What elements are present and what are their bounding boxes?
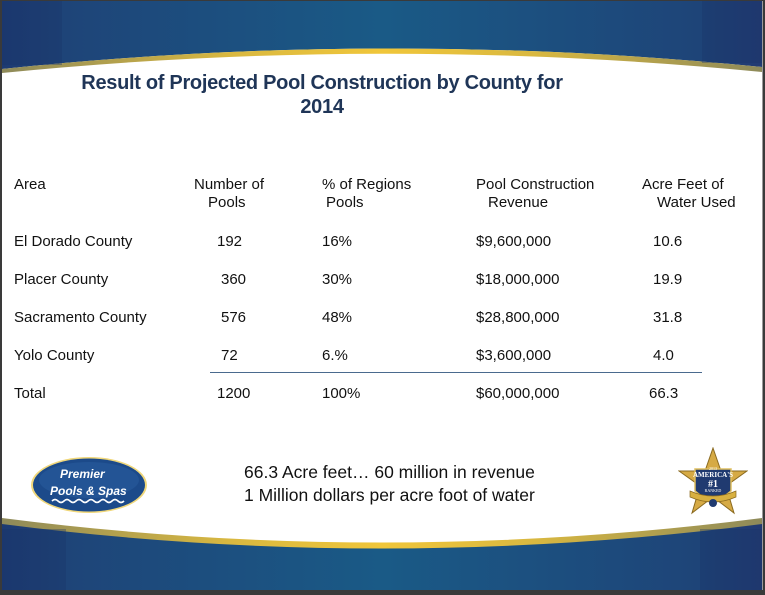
header-percent-line1: % of Regions	[322, 176, 412, 193]
header-revenue-line2: Revenue	[488, 194, 549, 211]
cell-revenue: $3,600,000	[476, 347, 552, 364]
top-band	[2, 1, 762, 69]
star-award-badge-icon: 2013 AMERICA'S #1 RANKED	[678, 447, 748, 515]
cell-revenue: $9,600,000	[476, 233, 552, 250]
cell-revenue: $60,000,000	[476, 385, 560, 402]
header-pools-line2: Pools	[208, 194, 246, 211]
cell-acre-feet: 66.3	[649, 385, 679, 402]
cell-acre-feet: 4.0	[653, 347, 674, 364]
cell-area: Total	[14, 385, 46, 402]
cell-percent: 100%	[322, 385, 361, 402]
cell-area: Yolo County	[14, 347, 95, 364]
badge-line-4: RANKED	[705, 488, 722, 493]
bottom-gold-stripe	[2, 518, 762, 549]
slide-title: Result of Projected Pool Construction by…	[42, 71, 602, 119]
cell-revenue: $28,800,000	[476, 309, 560, 326]
header-acre-feet-line1: Acre Feet of	[642, 176, 724, 193]
cell-pools: 1200	[217, 385, 251, 402]
cell-area: El Dorado County	[14, 233, 133, 250]
summary-text: 66.3 Acre feet… 60 million in revenue 1 …	[244, 461, 535, 507]
header-pools-line1: Number of	[194, 176, 265, 193]
logo-line-2: Pools & Spas	[50, 484, 127, 498]
cell-acre-feet: 31.8	[653, 309, 683, 326]
badge-line-1: 2013	[709, 466, 717, 471]
title-line-1: Result of Projected Pool Construction by…	[81, 72, 563, 94]
badge-line-3: #1	[708, 479, 718, 490]
header-percent-line2: Pools	[326, 194, 364, 211]
badge-line-2: AMERICA'S	[693, 471, 733, 479]
cell-revenue: $18,000,000	[476, 271, 560, 288]
title-line-2: 2014	[300, 96, 344, 118]
cell-percent: 48%	[322, 309, 353, 326]
cell-area: Sacramento County	[14, 309, 147, 326]
cell-area: Placer County	[14, 271, 109, 288]
header-revenue-line1: Pool Construction	[476, 176, 595, 193]
cell-percent: 30%	[322, 271, 353, 288]
cell-pools: 576	[221, 309, 247, 326]
logo-line-1: Premier	[60, 467, 106, 481]
cell-percent: 6.%	[322, 347, 348, 364]
summary-line-2: 1 Million dollars per acre foot of water	[244, 485, 535, 505]
cell-pools: 192	[217, 233, 243, 250]
cell-percent: 16%	[322, 233, 353, 250]
summary-line-1: 66.3 Acre feet… 60 million in revenue	[244, 462, 535, 482]
premier-pools-logo-icon: Premier Pools & Spas	[31, 457, 147, 513]
header-acre-feet-line2: Water Used	[657, 194, 736, 211]
total-divider	[210, 372, 702, 373]
bottom-band	[2, 522, 762, 590]
top-gold-stripe	[2, 48, 762, 73]
cell-pools: 72	[221, 347, 238, 364]
cell-acre-feet: 19.9	[653, 271, 683, 288]
cell-pools: 360	[221, 271, 247, 288]
header-area: Area	[14, 176, 46, 193]
cell-acre-feet: 10.6	[653, 233, 683, 250]
